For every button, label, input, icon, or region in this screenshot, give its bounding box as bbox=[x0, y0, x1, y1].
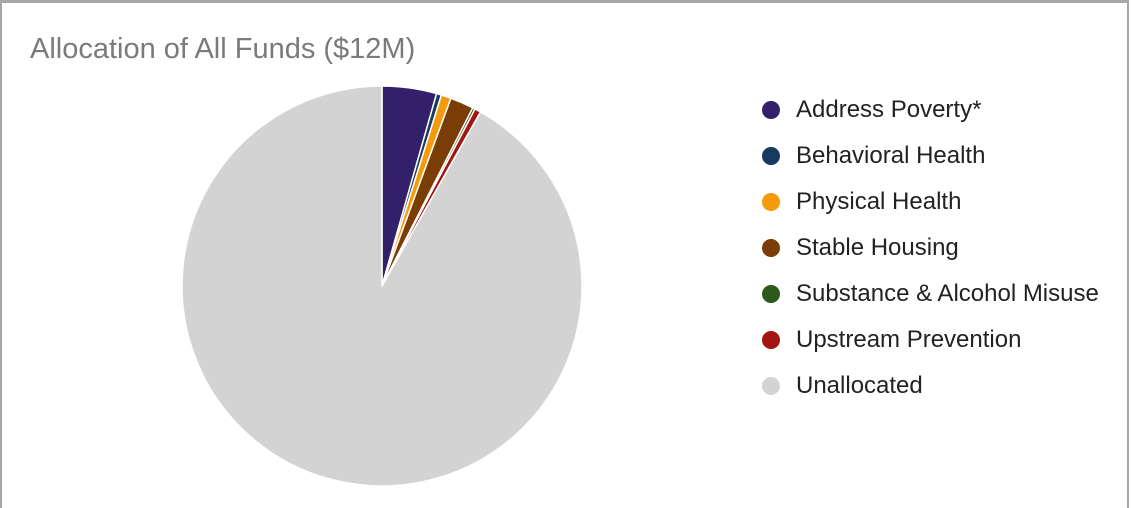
legend-label: Address Poverty* bbox=[796, 96, 982, 123]
legend-item-substance-alcohol-misuse[interactable]: Substance & Alcohol Misuse bbox=[762, 271, 1099, 317]
pie-chart bbox=[181, 85, 583, 487]
legend-label: Upstream Prevention bbox=[796, 326, 1022, 353]
legend-swatch bbox=[762, 101, 780, 119]
legend-label: Substance & Alcohol Misuse bbox=[796, 280, 1099, 307]
legend-label: Unallocated bbox=[796, 372, 923, 399]
legend-swatch bbox=[762, 239, 780, 257]
legend: Address Poverty* Behavioral Health Physica… bbox=[762, 87, 1099, 409]
legend-item-address-poverty[interactable]: Address Poverty* bbox=[762, 87, 1099, 133]
legend-swatch bbox=[762, 147, 780, 165]
legend-item-behavioral-health[interactable]: Behavioral Health bbox=[762, 133, 1099, 179]
legend-label: Stable Housing bbox=[796, 234, 959, 261]
legend-item-stable-housing[interactable]: Stable Housing bbox=[762, 225, 1099, 271]
legend-swatch bbox=[762, 285, 780, 303]
legend-item-unallocated[interactable]: Unallocated bbox=[762, 363, 1099, 409]
legend-swatch bbox=[762, 331, 780, 349]
legend-item-upstream-prevention[interactable]: Upstream Prevention bbox=[762, 317, 1099, 363]
legend-swatch bbox=[762, 377, 780, 395]
legend-swatch bbox=[762, 193, 780, 211]
legend-label: Behavioral Health bbox=[796, 142, 986, 169]
pie-slice-unallocated[interactable] bbox=[181, 85, 583, 487]
chart-title: Allocation of All Funds ($12M) bbox=[30, 33, 416, 65]
legend-label: Physical Health bbox=[796, 188, 962, 215]
legend-item-physical-health[interactable]: Physical Health bbox=[762, 179, 1099, 225]
